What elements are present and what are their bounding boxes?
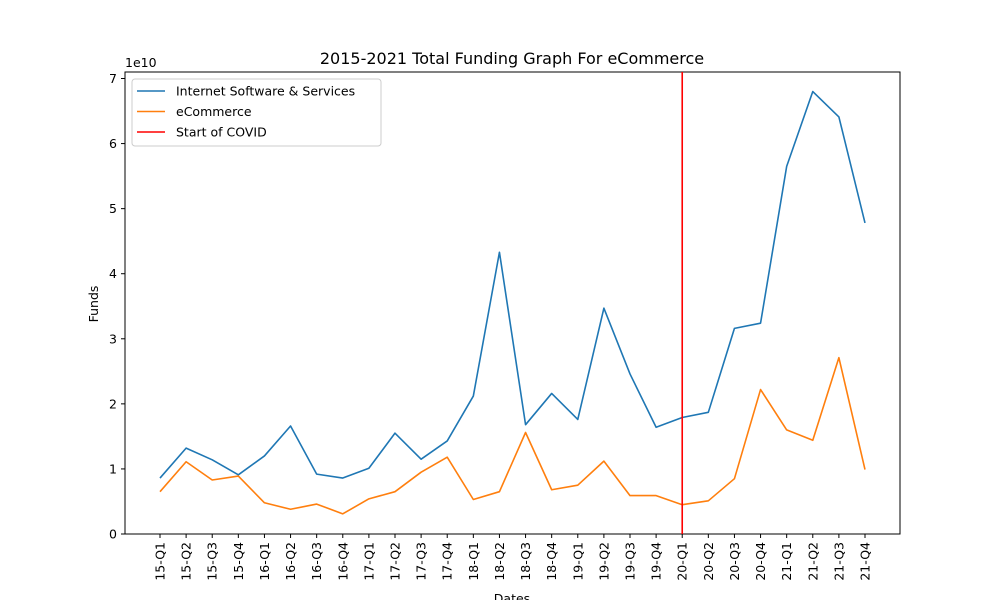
x-tick-label: 19-Q1	[570, 542, 585, 581]
x-axis-label: Dates	[494, 591, 530, 600]
y-tick-label: 1	[109, 461, 117, 476]
legend-label: Internet Software & Services	[176, 84, 355, 99]
x-tick-label: 18-Q3	[518, 542, 533, 581]
y-axis-scale-label: 1e10	[125, 55, 157, 70]
x-tick-label: 17-Q1	[361, 542, 376, 581]
chart-title: 2015-2021 Total Funding Graph For eComme…	[320, 49, 704, 68]
y-tick-label: 4	[109, 266, 117, 281]
series-line-ecommerce	[159, 356, 866, 515]
legend-label: eCommerce	[176, 104, 252, 119]
y-tick-label: 0	[109, 527, 117, 542]
legend: Internet Software & Services eCommerce Sta…	[131, 78, 382, 147]
x-tick-label: 16-Q2	[283, 542, 298, 581]
series-line-internet-software-services	[159, 90, 866, 479]
x-tick-label: 20-Q2	[701, 542, 716, 581]
x-tick-label: 21-Q1	[779, 542, 794, 581]
y-tick-label: 3	[109, 331, 117, 346]
x-tick-label: 20-Q3	[727, 542, 742, 581]
x-tick-label: 19-Q3	[623, 542, 638, 581]
x-tick-label: 19-Q2	[596, 542, 611, 581]
x-tick-label: 19-Q4	[649, 542, 664, 581]
axes-frame	[124, 71, 901, 535]
x-tick-label: 21-Q4	[858, 542, 873, 581]
plot-area: 0 1 2 3 4 5 6 7 15-Q1 15-Q2 15-Q3 15-Q4 16-Q1 16-Q2 16…	[109, 71, 901, 581]
x-tick-label: 17-Q3	[414, 542, 429, 581]
y-tick-label: 7	[109, 71, 117, 86]
x-tick-label: 20-Q1	[675, 542, 690, 581]
x-tick-label: 16-Q4	[335, 542, 350, 581]
x-tick-label: 18-Q4	[544, 542, 559, 581]
x-tick-label: 17-Q4	[440, 542, 455, 581]
x-tick-label: 17-Q2	[388, 542, 403, 581]
x-tick-label: 18-Q2	[492, 542, 507, 581]
y-tick-label: 6	[109, 136, 117, 151]
y-tick-label: 5	[109, 201, 117, 216]
x-tick-label: 16-Q3	[309, 542, 324, 581]
x-tick-label: 15-Q2	[179, 542, 194, 581]
legend-label: Start of COVID	[176, 125, 267, 140]
x-tick-label: 20-Q4	[753, 542, 768, 581]
x-tick-label: 15-Q1	[153, 542, 168, 581]
x-tick-label: 16-Q1	[257, 542, 272, 581]
x-tick-label: 15-Q3	[205, 542, 220, 581]
x-tick-label: 15-Q4	[231, 542, 246, 581]
y-tick-label: 2	[109, 396, 117, 411]
x-tick-label: 21-Q2	[805, 542, 820, 581]
y-axis-label: Funds	[86, 286, 101, 323]
x-tick-label: 18-Q1	[466, 542, 481, 581]
legend-box	[131, 78, 382, 147]
x-tick-label: 21-Q3	[831, 542, 846, 581]
